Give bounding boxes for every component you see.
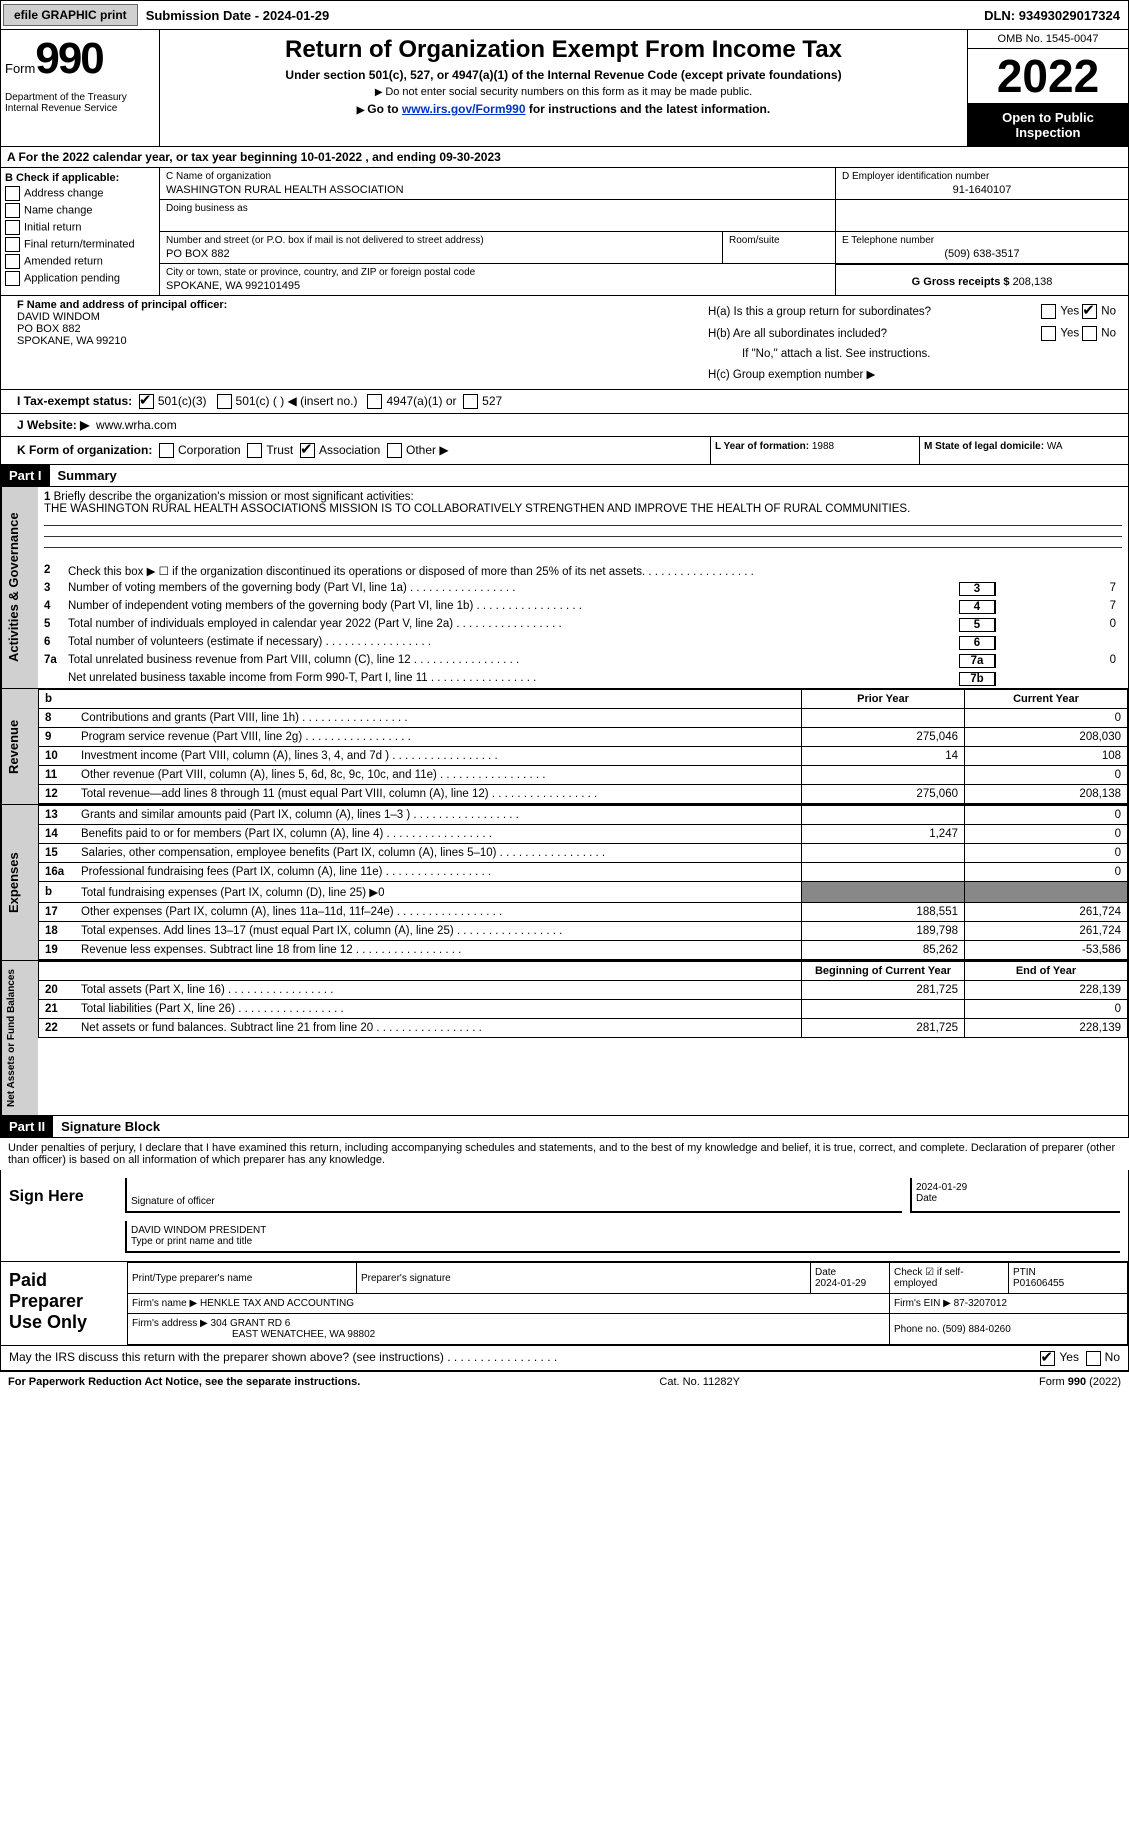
website-row: J Website: ▶ www.wrha.com: [0, 414, 1129, 437]
part1-header: Part I: [1, 465, 50, 486]
ein: 91-1640107: [842, 184, 1122, 196]
part2-header: Part II: [1, 1116, 53, 1137]
declaration-text: Under penalties of perjury, I declare th…: [0, 1138, 1129, 1170]
city-state-zip: SPOKANE, WA 992101495: [166, 280, 829, 292]
netassets-table: Beginning of Current YearEnd of Year20To…: [38, 961, 1128, 1038]
discuss-row: May the IRS discuss this return with the…: [0, 1346, 1129, 1370]
addr-label: Number and street (or P.O. box if mail i…: [166, 235, 716, 246]
preparer-table: Print/Type preparer's namePreparer's sig…: [127, 1262, 1128, 1345]
footer: For Paperwork Reduction Act Notice, see …: [0, 1371, 1129, 1392]
sign-here-label: Sign Here: [1, 1170, 117, 1261]
checkbox-column: B Check if applicable: Address change Na…: [1, 168, 160, 295]
expenses-tab: Expenses: [1, 805, 38, 960]
firm-name: HENKLE TAX AND ACCOUNTING: [200, 1298, 354, 1309]
telephone: (509) 638-3517: [842, 248, 1122, 260]
officer-name: DAVID WINDOM PRESIDENT: [131, 1225, 1116, 1236]
gross-receipts: G Gross receipts $ 208,138: [842, 276, 1122, 288]
efile-print-button[interactable]: efile GRAPHIC print: [3, 4, 138, 26]
netassets-tab: Net Assets or Fund Balances: [1, 961, 38, 1115]
tel-label: E Telephone number: [842, 235, 1122, 246]
principal-officer: F Name and address of principal officer:…: [1, 296, 696, 389]
paid-preparer-label: Paid Preparer Use Only: [1, 1262, 127, 1345]
tax-year-row: A For the 2022 calendar year, or tax yea…: [0, 147, 1129, 168]
topbar: efile GRAPHIC print Submission Date - 20…: [0, 0, 1129, 30]
room-label: Room/suite: [729, 235, 829, 246]
tax-exempt-status-row: I Tax-exempt status: 501(c)(3) 501(c) ( …: [0, 390, 1129, 414]
irs-link[interactable]: www.irs.gov/Form990: [402, 102, 526, 116]
group-return-box: H(a) Is this a group return for subordin…: [696, 296, 1128, 389]
dba-label: Doing business as: [166, 203, 829, 214]
form-id-box: Form990 Department of the Treasury Inter…: [1, 30, 160, 146]
year-box: OMB No. 1545-0047 2022 Open to Public In…: [967, 30, 1128, 146]
state-domicile: M State of legal domicile: WA: [919, 437, 1128, 464]
expenses-table: 13Grants and similar amounts paid (Part …: [38, 805, 1128, 960]
revenue-tab: Revenue: [1, 689, 38, 804]
org-name-label: C Name of organization: [166, 171, 829, 182]
year-formation: L Year of formation: 1988: [710, 437, 919, 464]
org-form-row: K Form of organization: Corporation Trus…: [1, 437, 710, 464]
city-label: City or town, state or province, country…: [166, 267, 829, 278]
org-name: WASHINGTON RURAL HEALTH ASSOCIATION: [166, 184, 829, 196]
revenue-table: bPrior YearCurrent Year8Contributions an…: [38, 689, 1128, 804]
mission-text: THE WASHINGTON RURAL HEALTH ASSOCIATIONS…: [44, 503, 910, 515]
street-address: PO BOX 882: [166, 248, 716, 260]
dln: DLN: 93493029017324: [984, 8, 1128, 23]
ein-label: D Employer identification number: [842, 171, 1122, 182]
form-title-box: Return of Organization Exempt From Incom…: [160, 30, 967, 146]
submission-date-label: Submission Date - 2024-01-29: [140, 8, 336, 23]
activities-tab: Activities & Governance: [1, 487, 38, 688]
